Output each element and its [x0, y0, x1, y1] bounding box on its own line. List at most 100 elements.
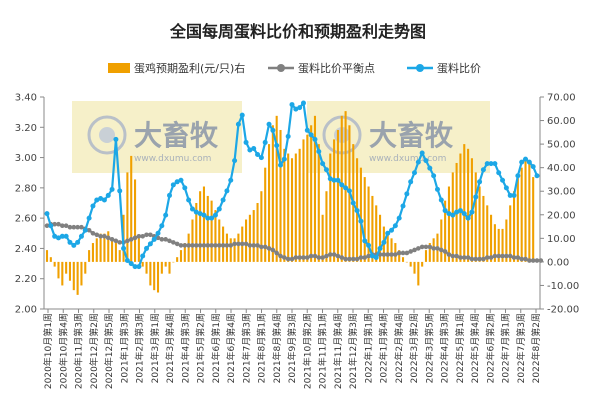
bar [214, 210, 217, 262]
bar [421, 261, 424, 267]
balance-point-point [109, 237, 115, 242]
egg-feed-ratio-point [534, 173, 540, 179]
y-right-tick-label: 60.00 [547, 116, 576, 127]
egg-feed-ratio-point [247, 147, 253, 153]
egg-feed-ratio-point [438, 197, 444, 203]
balance-point-point [178, 243, 184, 248]
bar [459, 153, 462, 262]
balance-point-point [125, 238, 130, 244]
y-left-tick-label: 3.00 [15, 153, 37, 164]
bar [463, 144, 466, 262]
bar [218, 219, 221, 262]
x-tick-label: 2020年12月第2周 [88, 313, 100, 389]
balance-point-point [236, 241, 241, 247]
balance-point-point [389, 252, 394, 257]
egg-feed-ratio-point [151, 236, 157, 242]
balance-point-point [216, 243, 222, 248]
bar [520, 167, 523, 262]
x-tick-label: 2021年2月第3周 [134, 313, 146, 383]
bar [267, 144, 271, 262]
balance-point-point [507, 253, 513, 259]
balance-point-point [79, 224, 84, 230]
egg-feed-ratio-point [339, 182, 345, 188]
egg-feed-ratio-point [136, 264, 142, 270]
balance-point-point [278, 253, 283, 259]
egg-feed-ratio-point [419, 150, 425, 156]
balance-point-point [159, 237, 165, 242]
legend: 蛋鸡预期盈利(元/只)右 蛋料比价平衡点 蛋料比价 [108, 61, 481, 75]
balance-point-point [182, 243, 188, 248]
bar [172, 261, 175, 263]
balance-point-point [408, 249, 413, 254]
balance-point-point [469, 256, 475, 262]
balance-point-point [239, 241, 245, 247]
bar [501, 228, 504, 262]
balance-point-point [266, 246, 272, 251]
balance-point-point [488, 255, 494, 260]
balance-point-point [412, 247, 417, 253]
bar [375, 205, 378, 262]
x-tick-label: 2022年8月第2周 [530, 313, 542, 383]
balance-point-point [197, 243, 203, 248]
balance-point-point [331, 252, 337, 257]
bar [340, 115, 343, 262]
bar [210, 200, 213, 262]
balance-point-point [350, 256, 356, 262]
balance-point-point [201, 243, 207, 248]
bar [509, 205, 512, 262]
egg-feed-ratio-point [205, 215, 211, 221]
balance-point-point [174, 241, 180, 247]
egg-feed-ratio-point [86, 215, 92, 221]
egg-feed-ratio-point [392, 223, 398, 229]
balance-point-point [232, 241, 237, 247]
bar [206, 195, 209, 262]
egg-feed-ratio-point [212, 212, 218, 218]
balance-point-point [435, 246, 440, 251]
x-tick-label: 2022年4月第3周 [439, 313, 451, 383]
bar [325, 191, 328, 262]
bar [80, 261, 83, 286]
legend-swatch-bar [108, 63, 130, 73]
balance-point-point [213, 243, 218, 248]
y-right-tick-label: 40.00 [547, 163, 576, 174]
x-tick-label: 2021年1月第3周 [118, 313, 130, 383]
bar [168, 261, 171, 274]
bar [233, 238, 236, 262]
egg-feed-ratio-point [147, 241, 153, 247]
bar [134, 179, 137, 262]
bar [528, 162, 531, 262]
egg-feed-ratio-point [503, 185, 509, 191]
balance-point-point [86, 227, 92, 233]
bar [103, 233, 106, 262]
watermark-site: www.dxumu.com [369, 154, 446, 164]
egg-feed-ratio-point [408, 179, 414, 185]
bar [229, 238, 232, 262]
egg-feed-ratio-point [469, 209, 475, 215]
x-tick-label: 2021年9月第3周 [286, 313, 298, 383]
x-tick-label: 2022年1月第1周 [362, 313, 374, 383]
egg-feed-ratio-point [496, 170, 502, 176]
bar [336, 129, 339, 262]
balance-point-point [316, 255, 322, 260]
balance-point-point [274, 250, 279, 256]
bar [440, 219, 443, 262]
bar [279, 129, 282, 262]
bar [329, 153, 332, 262]
bar [386, 233, 389, 262]
egg-feed-ratio-point [117, 188, 123, 194]
egg-feed-ratio-point [239, 112, 245, 118]
balance-point-point [515, 255, 521, 260]
x-tick-label: 2021年3月第4周 [164, 313, 176, 383]
bar [145, 261, 148, 274]
bar [252, 210, 255, 262]
bar [447, 186, 450, 262]
egg-feed-ratio-point [216, 206, 222, 212]
egg-feed-ratio-point [519, 159, 525, 165]
x-tick-label: 2022年5月第1周 [454, 313, 466, 383]
bar [76, 261, 79, 295]
bar [321, 214, 324, 262]
bar [367, 186, 370, 262]
egg-feed-ratio-point [98, 195, 104, 201]
balance-point-point [461, 255, 467, 260]
bar [45, 250, 49, 262]
